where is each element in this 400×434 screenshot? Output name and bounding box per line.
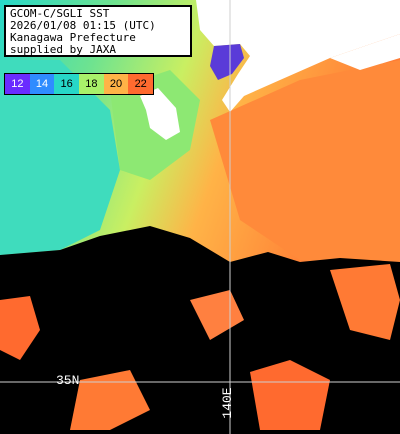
latitude-label: 35N	[56, 373, 80, 388]
scale-cell-14: 14	[29, 74, 55, 94]
scale-cell-22: 22	[128, 74, 154, 94]
title-box: GCOM-C/SGLI SST 2026/01/08 01:15 (UTC) K…	[4, 5, 192, 57]
warm-patch-2	[330, 264, 400, 340]
land-izu-peninsula	[140, 88, 180, 140]
title-line-4: supplied by JAXA	[10, 43, 116, 56]
land-north	[196, 0, 400, 112]
warm-patch-3	[0, 296, 40, 360]
title-line-3: Kanagawa Prefecture	[10, 31, 136, 44]
scale-cell-20: 20	[103, 74, 129, 94]
scale-cell-18: 18	[79, 74, 104, 94]
scale-cell-16: 16	[54, 74, 80, 94]
title-line-2: 2026/01/08 01:15 (UTC)	[10, 19, 156, 32]
warm-patch-4	[70, 370, 150, 430]
cool-water-zone	[0, 60, 120, 255]
cold-water-bay	[210, 44, 244, 80]
scale-cell-12: 12	[5, 74, 30, 94]
warm-water-zone	[210, 60, 400, 270]
temperature-color-scale: 12 14 16 18 20 22	[4, 73, 154, 95]
warm-patch-1	[250, 360, 330, 430]
title-line-1: GCOM-C/SGLI SST	[10, 7, 110, 20]
land-boso	[330, 34, 400, 70]
longitude-label: 140E	[220, 387, 235, 419]
